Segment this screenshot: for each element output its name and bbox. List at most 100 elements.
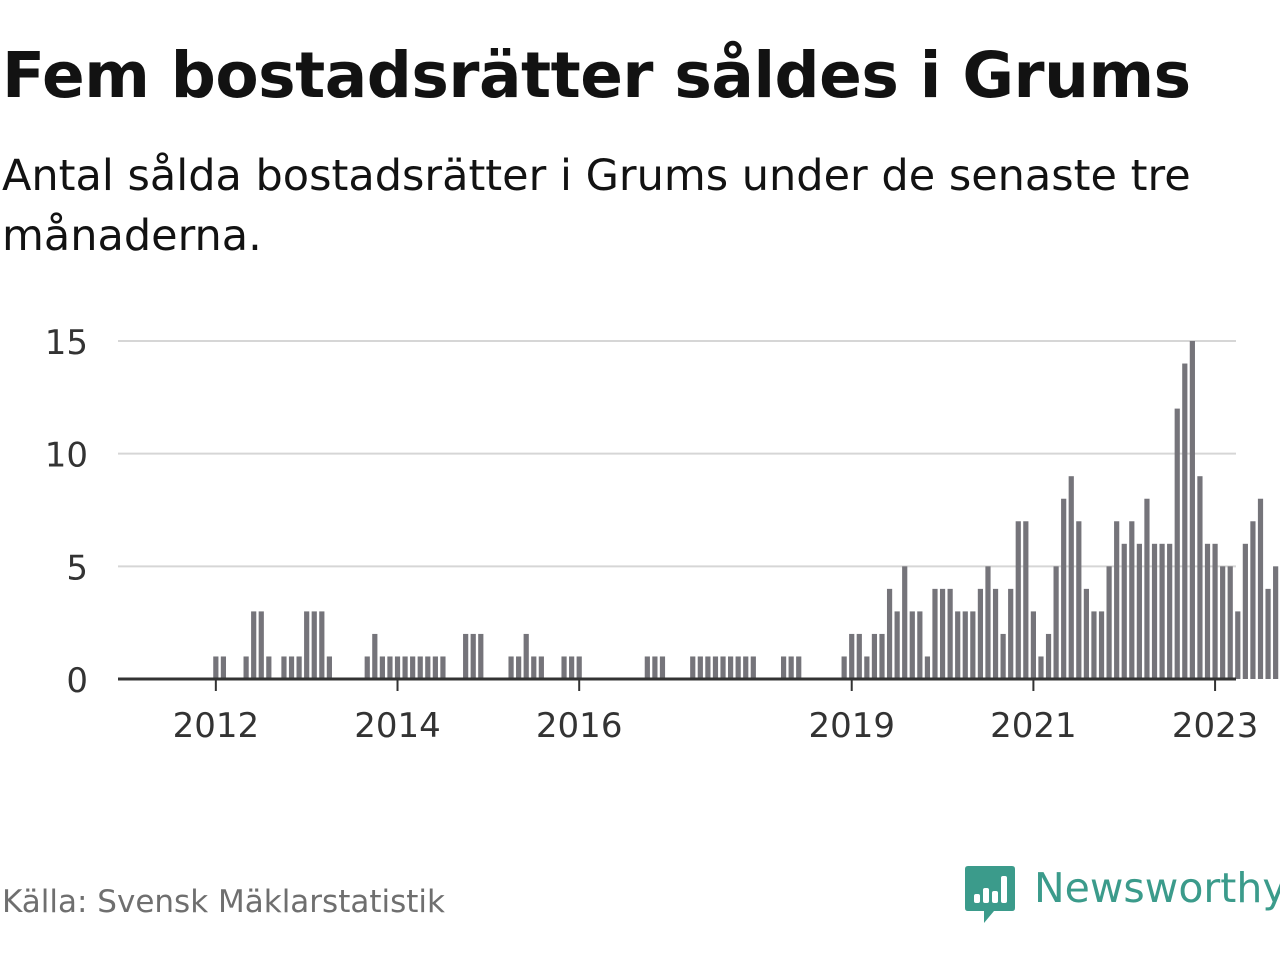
bar (1136, 543, 1142, 679)
bar (856, 633, 862, 679)
bar (463, 633, 469, 679)
bar (985, 566, 991, 679)
bar (1151, 543, 1158, 679)
bar (1182, 363, 1188, 679)
x-axis (118, 677, 1236, 691)
bar (213, 656, 219, 679)
bar (425, 656, 431, 679)
bar (1167, 543, 1173, 679)
bar (531, 656, 537, 679)
bar (690, 656, 696, 679)
bar (705, 656, 711, 679)
bar (1038, 656, 1044, 679)
x-axis-tick-labels: 2012 2014 2016 2019 2021 2023 (173, 706, 1259, 746)
bar (1114, 521, 1120, 679)
bar (1030, 611, 1036, 679)
chart-subtitle: Antal sålda bostadsrätter i Grums under … (2, 151, 1191, 261)
bar (394, 656, 401, 679)
x-tick-label: 2014 (354, 706, 441, 746)
bar (796, 656, 802, 679)
bar (319, 611, 325, 679)
bar (720, 656, 726, 679)
bar (266, 656, 272, 679)
bar (1076, 521, 1082, 679)
bar (1061, 498, 1067, 679)
bar (304, 611, 310, 679)
bar (440, 656, 446, 679)
bar (1068, 476, 1074, 679)
bar (924, 656, 931, 679)
bar (538, 656, 544, 679)
bar (1265, 588, 1271, 679)
bar (1053, 566, 1059, 679)
bar (697, 656, 703, 679)
bar (962, 611, 968, 679)
bar (902, 566, 908, 679)
bar (576, 656, 582, 679)
bar (1197, 476, 1203, 679)
bar (432, 656, 438, 679)
bar (728, 656, 734, 679)
bar (743, 656, 749, 679)
bars (213, 341, 1279, 679)
bar (410, 656, 416, 679)
bar (735, 656, 741, 679)
bar (932, 588, 938, 679)
bar (296, 656, 302, 679)
brand-name: Newsworthy (1034, 864, 1280, 912)
bar (569, 656, 575, 679)
x-tick-label: 2012 (173, 706, 260, 746)
bar (1008, 588, 1014, 679)
bar (251, 611, 257, 679)
bar (652, 656, 658, 679)
bar (561, 656, 567, 679)
bar (326, 656, 332, 679)
bar (281, 656, 287, 679)
x-tick-label: 2019 (808, 706, 895, 746)
y-tick-label: 15 (45, 323, 88, 363)
bar (871, 633, 878, 679)
bar (470, 633, 476, 679)
bar (864, 656, 870, 679)
y-tick-label: 10 (45, 436, 88, 476)
bar (644, 656, 650, 679)
bar (243, 656, 249, 679)
grid-lines (118, 340, 1236, 568)
bar (849, 633, 855, 679)
bar (970, 611, 976, 679)
bar (780, 656, 787, 679)
bar (1083, 588, 1089, 679)
bar (1212, 543, 1218, 679)
bar (992, 588, 999, 679)
bar (1220, 566, 1226, 679)
bar (258, 611, 264, 679)
bar (712, 656, 719, 679)
bar (750, 656, 756, 679)
y-axis-tick-labels: 0 5 10 15 (45, 323, 88, 701)
x-tick-label: 2023 (1172, 706, 1259, 746)
bar (879, 633, 885, 679)
bar (909, 611, 915, 679)
bar (841, 656, 847, 679)
y-tick-label: 0 (66, 661, 88, 701)
chart-title: Fem bostadsrätter såldes i Grums (2, 39, 1191, 112)
bar (917, 611, 923, 679)
bar (955, 611, 961, 679)
bar (387, 656, 393, 679)
bar (364, 656, 370, 679)
bar (1204, 543, 1211, 679)
bar (508, 656, 514, 679)
bar (1250, 521, 1256, 679)
bar (1189, 341, 1195, 679)
bar (402, 656, 408, 679)
bar (379, 656, 385, 679)
bar (1257, 498, 1264, 679)
bar (886, 588, 893, 679)
bar (417, 656, 423, 679)
x-tick-label: 2016 (536, 706, 623, 746)
bar (1091, 611, 1097, 679)
bar (523, 633, 529, 679)
bar (977, 588, 984, 679)
bar (659, 656, 666, 679)
